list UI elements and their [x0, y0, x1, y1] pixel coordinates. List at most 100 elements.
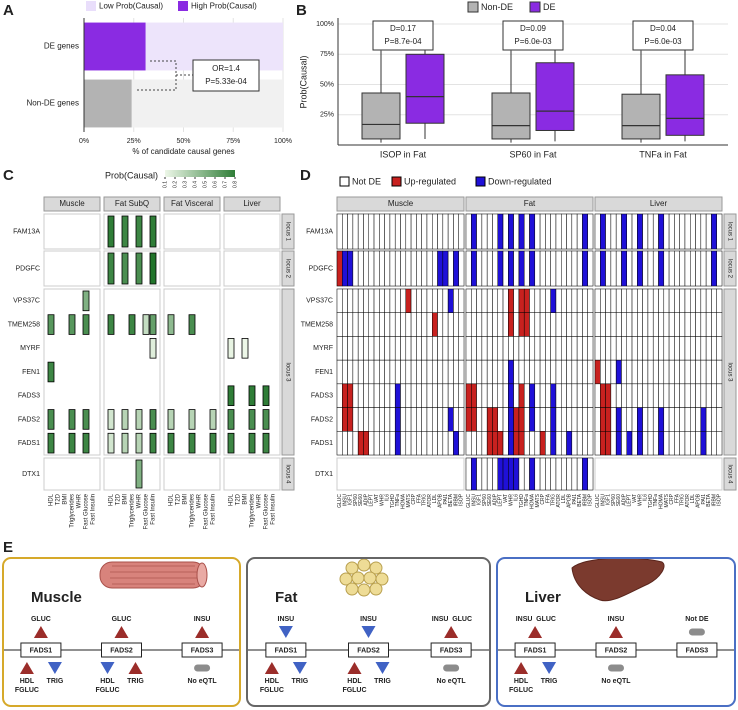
tile-cell	[492, 359, 499, 385]
trait-label: INSU	[360, 616, 377, 623]
tile-cell	[486, 288, 493, 313]
tile-cell	[373, 288, 380, 313]
tile-cell	[566, 288, 573, 313]
tile-cell	[600, 288, 606, 313]
legend-label: Low Prob(Causal)	[99, 2, 163, 11]
tile-cell	[550, 288, 557, 313]
x-tick-label: Fast Insulin	[271, 494, 277, 525]
tissue-title: Muscle	[31, 589, 82, 606]
tile-cell	[716, 336, 723, 361]
tile-cell	[502, 336, 509, 361]
tile-cell	[400, 336, 407, 361]
tile-cell	[658, 336, 665, 361]
up-arrow	[347, 662, 362, 674]
heat-cell	[227, 338, 235, 359]
down-arrow	[292, 662, 307, 674]
x-tick-label: IRBM	[453, 494, 459, 507]
facet-label: Muscle	[388, 199, 414, 208]
down-arrow	[278, 626, 293, 638]
tile-cell	[555, 288, 562, 313]
colorbar-tick-label: 0.5	[202, 181, 208, 188]
trait-label: No eQTL	[601, 678, 631, 685]
tile-cell	[529, 213, 536, 250]
tile-cell	[347, 407, 354, 432]
no-effect-marker	[194, 664, 211, 672]
tile-cell	[400, 359, 407, 385]
tile-cell	[481, 359, 488, 385]
y-tick-label: FADS2	[311, 416, 333, 423]
tile-cell	[465, 250, 472, 287]
tile-cell	[357, 250, 364, 287]
tile-cell	[357, 312, 364, 337]
tile-cell	[695, 383, 702, 408]
tile-cell	[405, 431, 412, 456]
down-arrow	[361, 626, 376, 638]
tile-cell	[555, 359, 562, 385]
tile-cell	[471, 359, 477, 385]
tile-cell	[621, 383, 627, 408]
tile-cell	[587, 312, 594, 337]
tile-cell	[610, 312, 617, 337]
tile-cell	[566, 431, 573, 456]
legend-label: Non-DE	[481, 2, 513, 12]
tile-cell	[447, 407, 454, 432]
tile-cell	[384, 383, 391, 408]
tile-cell	[582, 336, 588, 361]
tile-cell	[684, 250, 691, 287]
tile-cell	[545, 407, 551, 432]
tile-cell	[566, 383, 573, 408]
tile-cell	[481, 457, 488, 491]
tile-cell	[513, 213, 520, 250]
tile-cell	[716, 312, 723, 337]
x-tick-label: GLUC	[466, 494, 472, 508]
tile-cell	[626, 213, 633, 250]
tile-cell	[426, 288, 433, 313]
up-arrow	[528, 626, 543, 638]
tile-cell	[426, 407, 433, 432]
gene-box	[348, 642, 389, 658]
tile-cell	[594, 359, 601, 385]
tile-cell	[582, 312, 588, 337]
x-tick-label: FFA	[416, 493, 422, 503]
tile-cell	[647, 312, 654, 337]
tile-cell	[513, 431, 520, 456]
tile-cell	[571, 336, 578, 361]
tile-cell	[518, 431, 525, 456]
tile-cell	[652, 407, 659, 432]
y-tick-label: TMEM258	[8, 321, 40, 328]
gene-name: FADS1	[524, 647, 547, 654]
annotation: D=0.17	[390, 24, 417, 33]
up-arrow	[33, 626, 48, 638]
tile-cell	[561, 336, 567, 361]
tile-cell	[529, 383, 536, 408]
tile-cell	[615, 312, 622, 337]
x-tick-label: T2D	[56, 493, 62, 505]
tile-cell	[621, 431, 627, 456]
annotation: P=8.7e-04	[384, 37, 422, 46]
tile-cell	[481, 431, 488, 456]
tile-cell	[523, 250, 530, 287]
tile-cell	[690, 431, 696, 456]
tile-cell	[508, 250, 514, 287]
heat-cell	[248, 409, 256, 430]
tile-cell	[357, 431, 364, 456]
tile-cell	[582, 250, 588, 287]
tile-cell	[576, 250, 583, 287]
tile-cell	[621, 407, 627, 432]
tile-cell	[658, 431, 665, 456]
tile-cell	[486, 250, 493, 287]
tile-cell	[700, 383, 707, 408]
tile-cell	[679, 359, 686, 385]
box	[491, 92, 531, 140]
annotation-box	[632, 20, 694, 51]
gene-name: FADS3	[440, 647, 463, 654]
tile-cell	[357, 359, 364, 385]
tile-cell	[674, 359, 680, 385]
tile-cell	[679, 431, 686, 456]
tile-cell	[476, 288, 483, 313]
tile-cell	[400, 431, 407, 456]
y-tick-label: PDGFC	[16, 265, 41, 272]
tile-cell	[405, 213, 412, 250]
tile-cell	[545, 336, 551, 361]
tile-cell	[545, 213, 551, 250]
